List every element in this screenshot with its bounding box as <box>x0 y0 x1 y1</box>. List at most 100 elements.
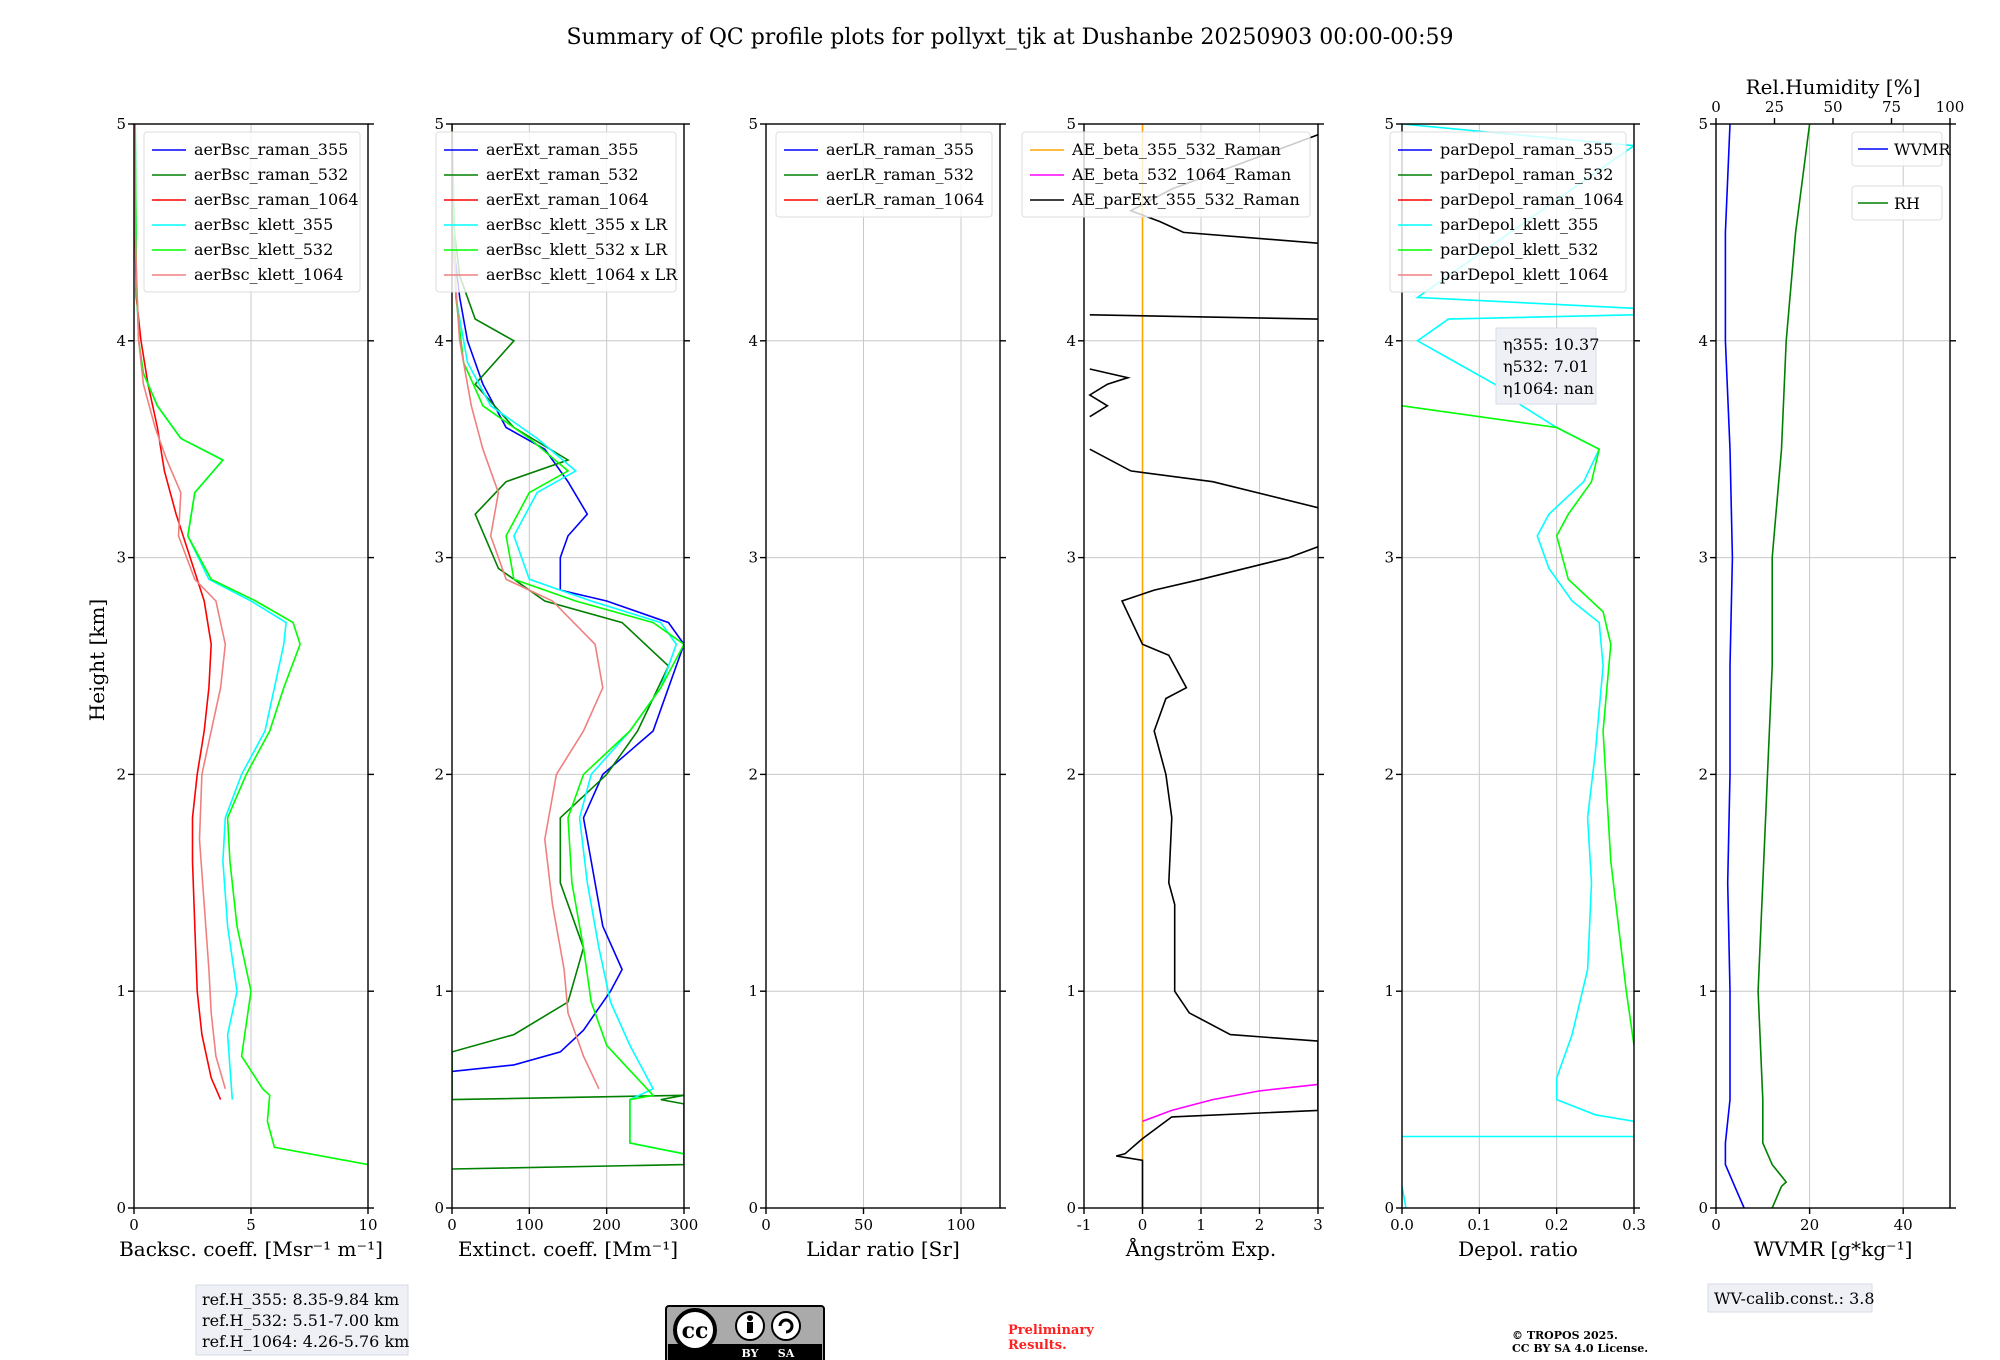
legend-label: parDepol_klett_532 <box>1440 240 1598 259</box>
eta-box-bg <box>1495 327 1597 405</box>
eta-1064: η1064: nan <box>1503 379 1594 398</box>
ref-heights-bg <box>195 1284 409 1356</box>
legend-label: RH <box>1894 194 1920 213</box>
panel-ext: 0 100 200 300 0 1 2 3 4 5 Extinct. coeff. [Mm⁻¹] ae… <box>434 115 698 1261</box>
y-tick-label: 0 <box>1384 1199 1394 1217</box>
y-tick-label: 4 <box>1066 332 1076 350</box>
panel-depol: 0.0 0.1 0.2 0.3 0 1 2 3 4 5 Depol. ratio parDepol_r… <box>1384 115 1645 1261</box>
y-tick-label: 1 <box>434 982 444 1000</box>
top-x-tick-label: 0 <box>1711 98 1721 116</box>
y-tick-label: 4 <box>748 332 758 350</box>
y-tick-label: 5 <box>1066 115 1076 133</box>
legend-box <box>775 131 993 218</box>
legend-label: aerBsc_klett_1064 <box>194 265 343 284</box>
sa-icon <box>771 1311 801 1341</box>
y-tick-label: 2 <box>748 765 758 783</box>
x-tick-label: 0.2 <box>1545 1216 1569 1234</box>
x-tick-label: 10 <box>358 1216 377 1234</box>
y-tick-label: 4 <box>1698 332 1708 350</box>
series-AE_parExt_355_532_Raman_d <box>1089 314 1318 320</box>
x-tick-label: 3 <box>1313 1216 1323 1234</box>
x-tick-label: 0 <box>1138 1216 1148 1234</box>
y-tick-label: 2 <box>116 765 126 783</box>
y-tick-label: 1 <box>1384 982 1394 1000</box>
x-tick-label: 300 <box>670 1216 699 1234</box>
legend-label: aerBsc_raman_355 <box>194 140 348 159</box>
eta-532: η532: 7.01 <box>1503 357 1589 376</box>
x-tick-label: 0.0 <box>1390 1216 1414 1234</box>
y-tick-label: 5 <box>748 115 758 133</box>
copyright-line2: CC BY SA 4.0 License. <box>1512 1342 1648 1355</box>
y-tick-label: 1 <box>1066 982 1076 1000</box>
y-tick-label: 3 <box>116 549 126 567</box>
legend-label: aerBsc_klett_532 x LR <box>486 240 668 259</box>
copyright-line1: © TROPOS 2025. <box>1512 1329 1618 1342</box>
y-tick-label: 3 <box>748 549 758 567</box>
series-aerBsc_klett_1064 x LR <box>452 124 604 1090</box>
cc-icon <box>673 1308 717 1352</box>
legend-label: aerLR_raman_532 <box>826 165 974 184</box>
legend-label: aerLR_raman_1064 <box>826 190 984 209</box>
x-axis-label: Ångström Exp. <box>1125 1236 1276 1261</box>
series-parDepol_klett_532 <box>1402 405 1634 1046</box>
top-x-axis-label: Rel.Humidity [%] <box>1746 75 1921 99</box>
by-label: BY <box>742 1347 759 1360</box>
ref-h-355: ref.H_355: 8.35-9.84 km <box>202 1290 399 1309</box>
legend-box <box>1851 131 1943 167</box>
legend-label: AE_beta_355_532_Raman <box>1071 140 1281 159</box>
x-tick-label: 20 <box>1800 1216 1819 1234</box>
x-tick-label: -1 <box>1077 1216 1092 1234</box>
x-tick-label: 40 <box>1894 1216 1913 1234</box>
legend-box <box>1021 131 1311 218</box>
top-x-tick-label: 50 <box>1823 98 1842 116</box>
ref-h-1064: ref.H_1064: 4.26-5.76 km <box>202 1332 409 1351</box>
axes-frame <box>1715 123 1951 1209</box>
axes-frame <box>765 123 1001 1209</box>
x-axis-label: Depol. ratio <box>1458 1237 1578 1261</box>
legend-label: AE_parExt_355_532_Raman <box>1071 190 1300 209</box>
top-x-tick-label: 25 <box>1765 98 1784 116</box>
y-tick-label: 0 <box>116 1199 126 1217</box>
y-tick-label: 3 <box>434 549 444 567</box>
ref-h-532: ref.H_532: 5.51-7.00 km <box>202 1311 399 1330</box>
preliminary-line1: Preliminary <box>1008 1323 1094 1338</box>
preliminary-line2: Results. <box>1008 1338 1067 1353</box>
series-RH <box>1757 124 1811 1208</box>
series-AE_parExt_355_532_Raman_b <box>1089 448 1318 509</box>
x-tick-label: 200 <box>592 1216 621 1234</box>
panel-wv: 0 20 40 0 1 2 3 4 5 WVMR [g*kg⁻¹] 0 25 50 75 100 Rel.Hu… <box>1698 75 1964 1261</box>
legend-label: parDepol_klett_355 <box>1440 215 1598 234</box>
eta-355: η355: 10.37 <box>1503 335 1599 354</box>
axes-frame <box>1401 123 1635 1209</box>
x-tick-label: 100 <box>947 1216 976 1234</box>
eta-box: η355: 10.37 η532: 7.01 η1064: nan <box>1495 327 1599 405</box>
by-person-body <box>747 1322 753 1333</box>
y-tick-label: 3 <box>1384 549 1394 567</box>
series-aerBsc_klett_532 <box>134 124 368 1166</box>
legend-label: aerBsc_raman_1064 <box>194 190 359 209</box>
x-tick-label: 1 <box>1196 1216 1206 1234</box>
y-tick-label: 0 <box>1066 1199 1076 1217</box>
series-AE_parExt_355_532_Raman <box>1116 546 1318 1208</box>
top-x-tick-label: 100 <box>1936 98 1965 116</box>
series-WVMR <box>1724 124 1745 1208</box>
x-tick-label: 100 <box>515 1216 544 1234</box>
y-tick-label: 1 <box>116 982 126 1000</box>
wv-calib-text: WV-calib.const.: 3.8 <box>1714 1289 1875 1308</box>
y-tick-label: 2 <box>1384 765 1394 783</box>
x-axis-label: WVMR [g*kg⁻¹] <box>1754 1237 1913 1261</box>
legend-label: aerLR_raman_355 <box>826 140 974 159</box>
y-tick-label: 4 <box>1384 332 1394 350</box>
series-aerBsc_klett_355 x LR <box>452 124 684 1155</box>
legend-label: parDepol_raman_532 <box>1440 165 1613 184</box>
legend-label: aerExt_raman_1064 <box>486 190 649 209</box>
series-aerBsc_klett_532 x LR <box>452 124 684 1155</box>
legend-box <box>1851 185 1943 221</box>
x-tick-label: 0 <box>1711 1216 1721 1234</box>
legend-label: parDepol_raman_355 <box>1440 140 1613 159</box>
wv-calib-box: WV-calib.const.: 3.8 <box>1707 1283 1875 1313</box>
legend-label: aerExt_raman_532 <box>486 165 639 184</box>
x-tick-label: 50 <box>854 1216 873 1234</box>
